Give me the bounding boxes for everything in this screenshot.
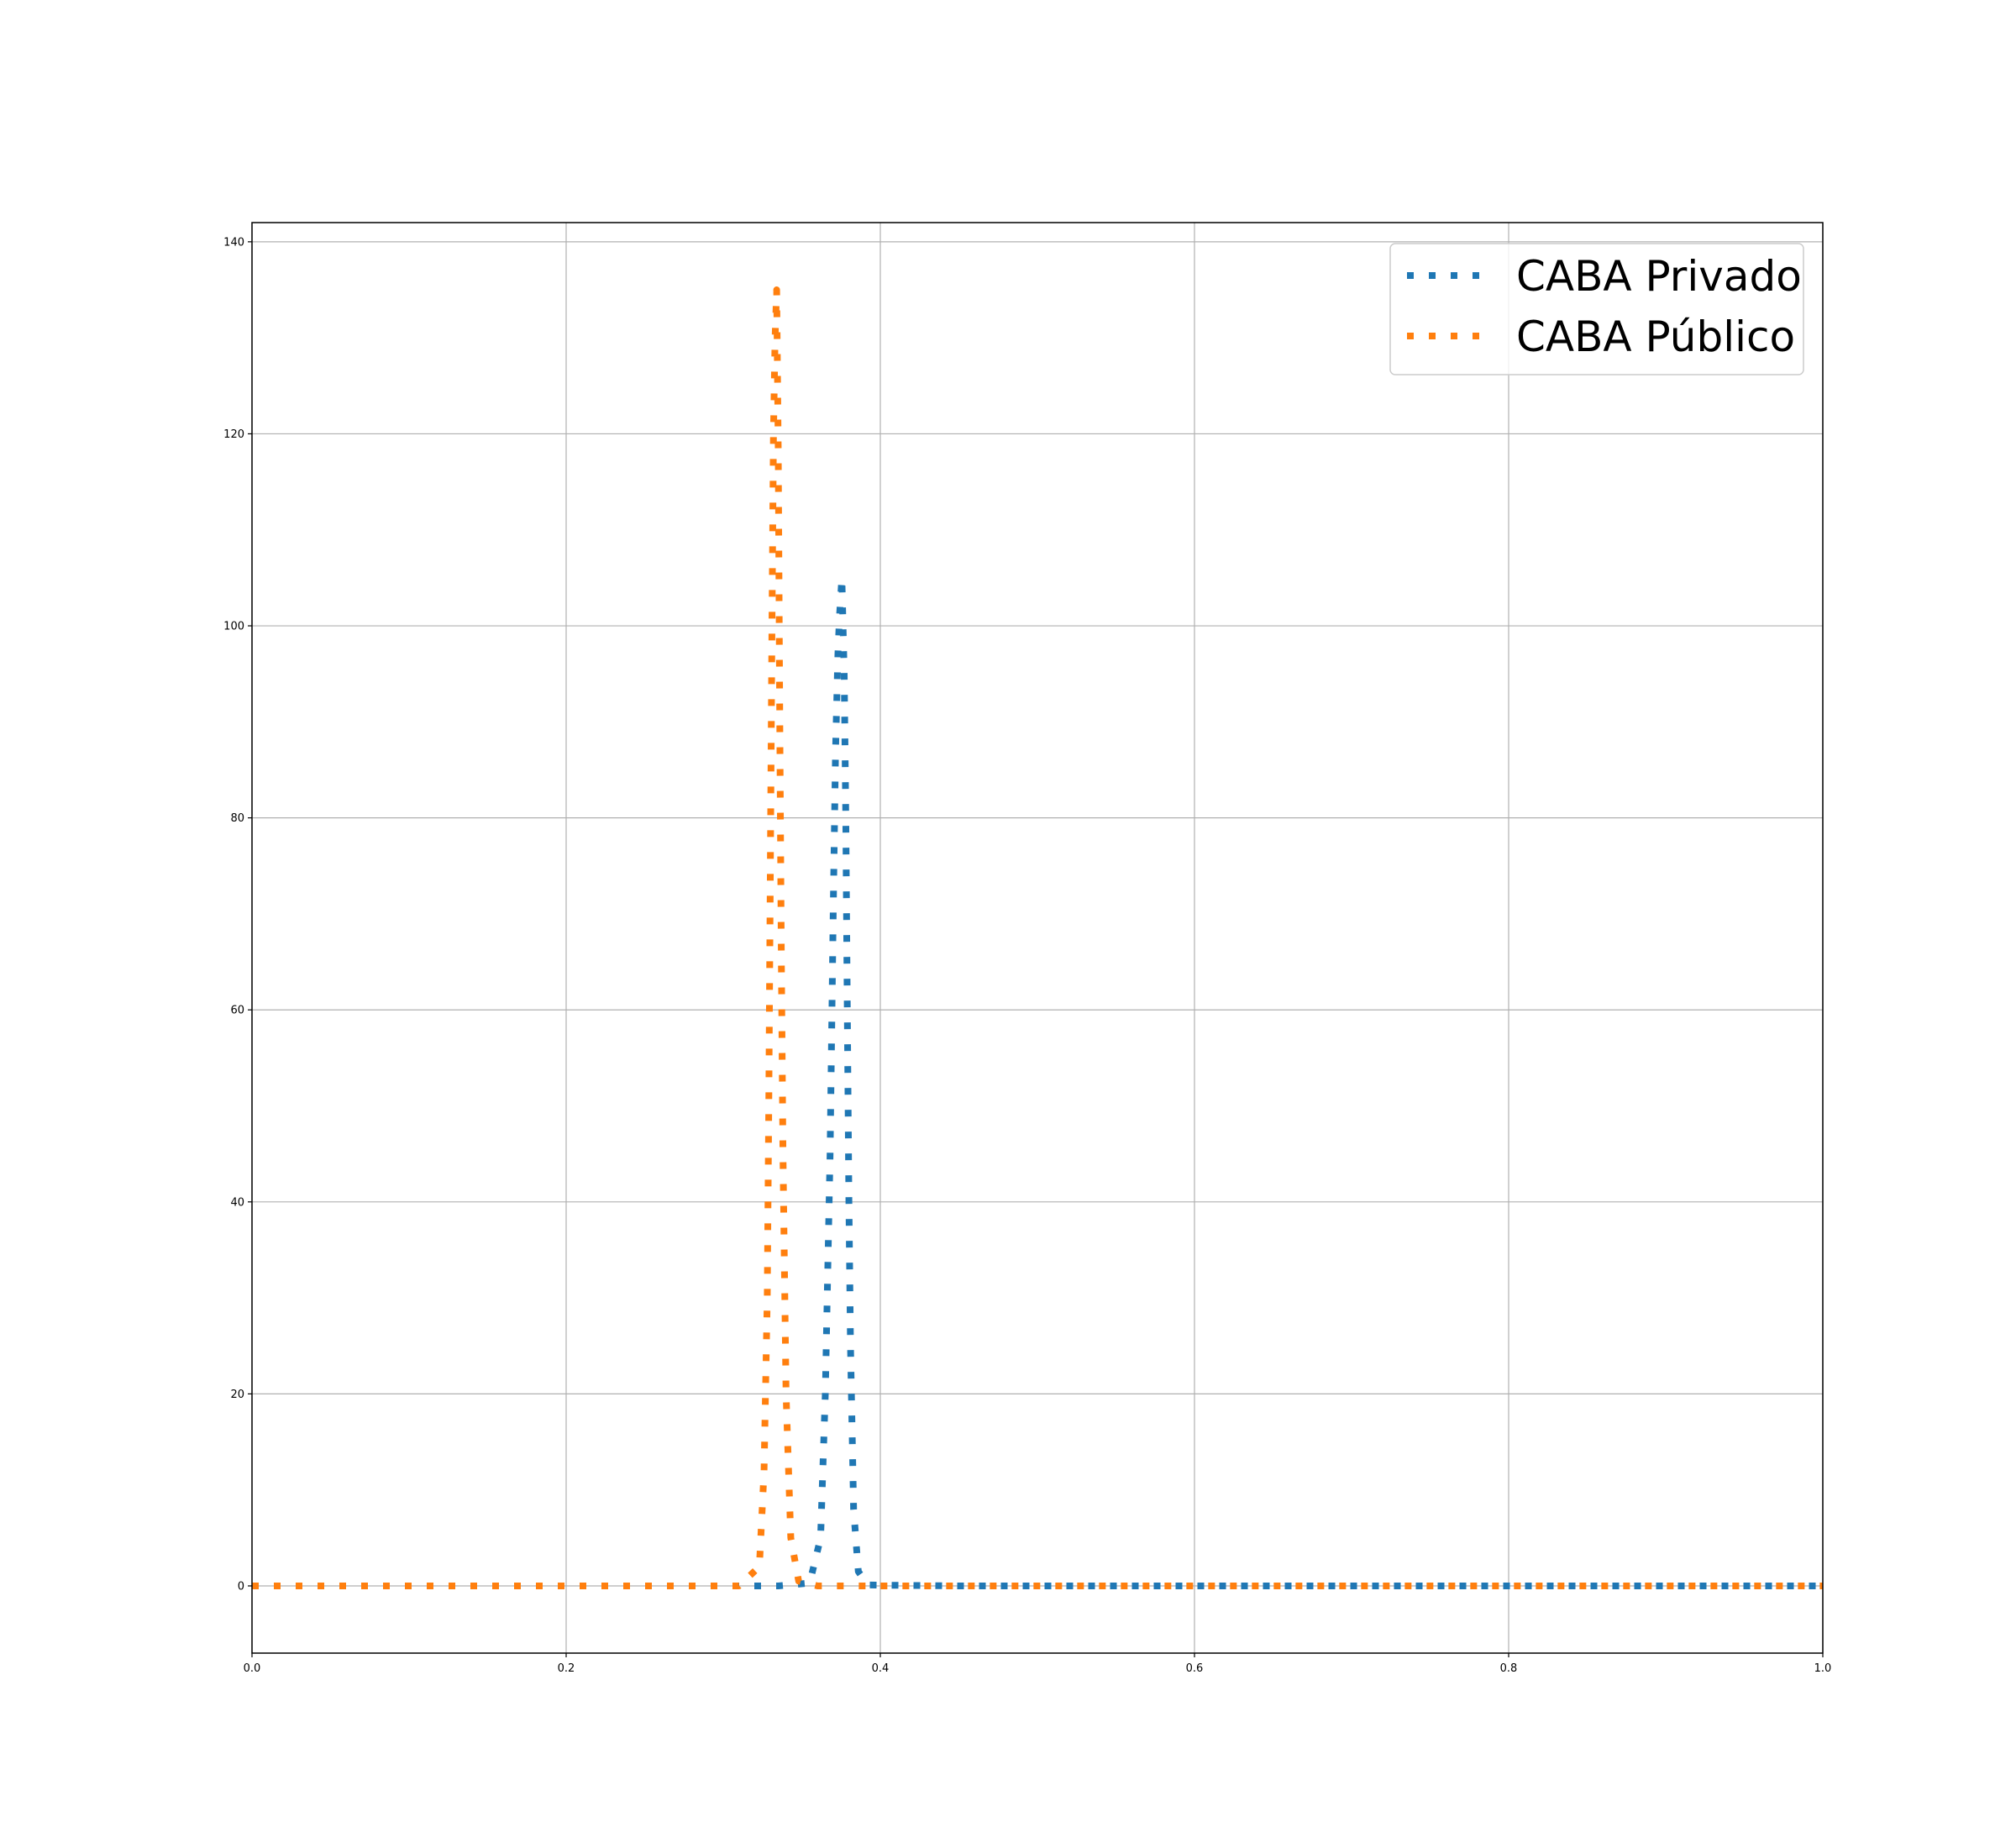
y-tick-label: 100 [223,621,244,633]
axes-frame [251,222,1824,1654]
y-axis: 0 20 40 60 80 100 120 140 [223,236,252,1593]
y-tick-label: 120 [223,428,244,441]
x-tick-label: 0.2 [558,1662,575,1675]
y-tick-label: 60 [230,1005,244,1017]
series-line-1 [252,286,1823,1589]
x-axis: 0.0 0.2 0.4 0.6 0.8 1.0 [244,1653,1832,1675]
legend-label-0: CABA Privado [1516,252,1802,301]
legend: CABA Privado CABA Público [1389,243,1804,375]
legend-box [1389,243,1804,375]
x-tick-label: 0.0 [244,1662,261,1675]
y-tick-label: 40 [230,1196,244,1209]
y-tick-label: 0 [238,1580,244,1593]
plot-lines [252,286,1823,1589]
y-tick-label: 140 [223,236,244,249]
x-tick-label: 1.0 [1814,1662,1832,1675]
y-tick-label: 20 [230,1389,244,1401]
x-tick-label: 0.6 [1186,1662,1204,1675]
x-tick-label: 0.8 [1500,1662,1518,1675]
grid [251,223,1824,1653]
legend-label-1: CABA Público [1516,312,1795,361]
x-tick-label: 0.4 [872,1662,890,1675]
y-tick-label: 80 [230,812,244,825]
series-line-0 [252,574,1823,1589]
